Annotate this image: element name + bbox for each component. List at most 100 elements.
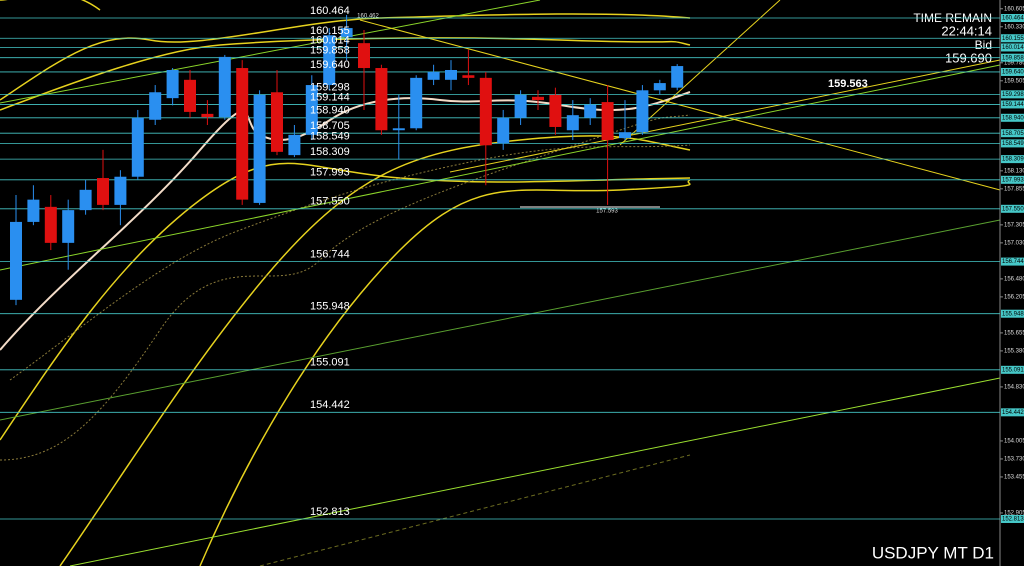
price-level-badge-label: 159.144 [1002, 102, 1024, 108]
candle-body [636, 90, 649, 133]
candle-body [566, 115, 579, 131]
price-level-badge-label: 158.309 [1002, 157, 1024, 163]
candle-body [114, 176, 127, 205]
price-level-badge [1001, 139, 1024, 148]
price-level-badge-label: 160.155 [1002, 36, 1024, 42]
y-tick-label: 159.505 [1004, 78, 1024, 84]
price-level-badge-label: 154.442 [1002, 410, 1024, 416]
price-level-badge-label: 158.705 [1002, 131, 1024, 137]
candle-body [375, 68, 388, 131]
price-level-label: 158.549 [310, 130, 350, 142]
price-level-label: 157.550 [310, 196, 350, 208]
price-level-badge [1001, 175, 1024, 184]
time-remain: 22:44:14 [941, 23, 992, 38]
y-tick-label: 160.605 [1004, 6, 1024, 12]
moving-average [9, 144, 691, 381]
price-level-label: 159.298 [310, 81, 350, 93]
price-level-label: 159.144 [310, 91, 350, 103]
price-level-label: 157.993 [310, 167, 350, 179]
price-level-badge-label: 152.813 [1002, 517, 1024, 523]
price-level-badge [1001, 155, 1024, 164]
candle-body [218, 56, 231, 118]
y-tick-label: 153.730 [1004, 457, 1024, 463]
candle-body [166, 69, 179, 99]
candle-body [27, 199, 40, 222]
price-level-badge [1001, 514, 1024, 523]
candle-body [62, 210, 75, 243]
candle-body [514, 94, 527, 118]
y-tick-label: 158.130 [1004, 168, 1024, 174]
candle-body [671, 66, 684, 88]
price-level-badge [1001, 204, 1024, 213]
indicator-band [0, 0, 101, 11]
bid-label: Bid [975, 38, 992, 52]
candle-body [323, 35, 336, 86]
low-annotation: 157.593 [596, 209, 618, 215]
candle-body [392, 128, 405, 131]
price-level-label: 160.014 [310, 34, 350, 46]
trend-line [0, 64, 1001, 271]
price-level-badge-label: 156.744 [1002, 259, 1024, 265]
price-level-badge [1001, 34, 1024, 43]
price-level-badge-label: 159.640 [1002, 70, 1024, 76]
price-level-badge [1001, 90, 1024, 99]
candle-body [462, 75, 475, 78]
trend-line [449, 59, 1001, 173]
y-tick-label: 157.030 [1004, 240, 1024, 246]
candle-body [601, 102, 614, 141]
price-level-label: 152.813 [310, 506, 350, 518]
candle-body [184, 79, 196, 112]
high-annotation: 160.462 [357, 14, 379, 20]
price-level-label: 158.309 [310, 146, 350, 158]
candle-body [44, 206, 57, 243]
price-level-badge-label: 155.948 [1002, 311, 1024, 317]
y-tick-label: 153.455 [1004, 475, 1024, 481]
price-level-badge [1001, 113, 1024, 122]
candle-body [479, 77, 492, 146]
trend-line [0, 219, 1001, 421]
candle-body [253, 94, 266, 203]
candle-body [79, 189, 92, 211]
price-level-label: 155.948 [310, 301, 350, 313]
price-level-badge-label: 158.940 [1002, 115, 1024, 121]
candle-body [271, 92, 283, 152]
candle-body [288, 134, 301, 156]
price-level-badge-label: 160.014 [1002, 45, 1024, 51]
price-level-badge [1001, 43, 1024, 52]
candle-body [653, 83, 666, 91]
price-level-badge-label: 157.993 [1002, 177, 1024, 183]
y-tick-label: 159.780 [1004, 60, 1024, 66]
indicator-band [199, 179, 691, 566]
price-level-label: 160.464 [310, 5, 350, 17]
indicator-band [0, 37, 691, 111]
candle-body [149, 92, 162, 120]
candle-body [131, 117, 144, 177]
price-level-label: 159.640 [310, 59, 350, 71]
y-tick-label: 154.830 [1004, 384, 1024, 390]
price-level-label: 158.705 [310, 120, 350, 132]
candle-body [358, 43, 370, 69]
indicator-band [0, 13, 691, 101]
y-tick-label: 157.855 [1004, 186, 1024, 192]
price-level-badge [1001, 257, 1024, 266]
price-level-badge-label: 155.091 [1002, 367, 1024, 373]
price-level-badge-label: 159.858 [1002, 55, 1024, 61]
price-level-label: 158.940 [310, 105, 350, 117]
price-level-badge [1001, 100, 1024, 109]
candle-body [97, 178, 109, 205]
candle-body [549, 94, 562, 127]
y-tick-label: 155.655 [1004, 330, 1024, 336]
price-level-badge-label: 158.549 [1002, 141, 1024, 147]
price-level-label: 156.744 [310, 248, 350, 260]
y-tick-label: 160.330 [1004, 24, 1024, 30]
price-level-badge-label: 160.464 [1002, 16, 1024, 22]
y-tick-label: 152.905 [1004, 511, 1024, 517]
price-level-badge [1001, 67, 1024, 76]
symbol: USDJPY MT D1 [872, 543, 994, 562]
candle-body [584, 104, 597, 118]
price-level-label: 155.091 [310, 357, 350, 369]
y-tick-label: 156.205 [1004, 294, 1024, 300]
price-level-badge-label: 159.298 [1002, 92, 1024, 98]
y-tick-label: 155.380 [1004, 348, 1024, 354]
